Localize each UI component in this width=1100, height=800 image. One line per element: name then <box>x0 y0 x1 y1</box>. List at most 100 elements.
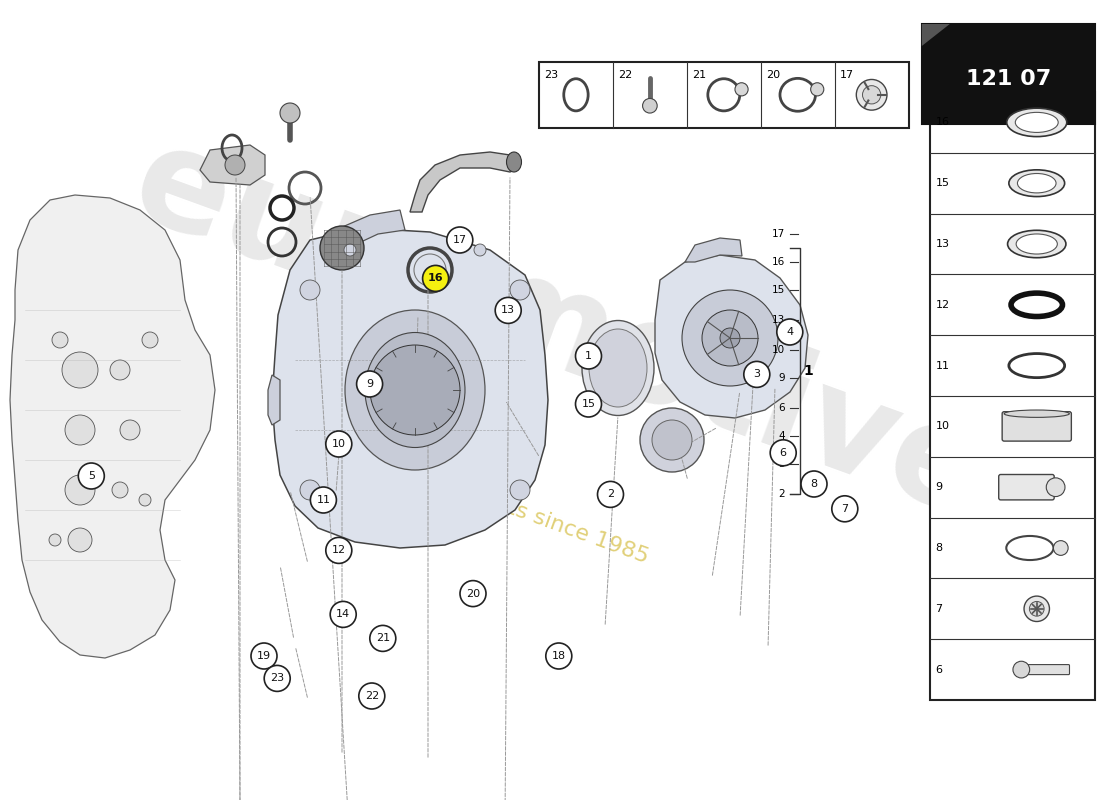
Text: 9: 9 <box>366 379 373 389</box>
Text: 4: 4 <box>786 327 793 337</box>
Circle shape <box>460 581 486 606</box>
Circle shape <box>78 463 104 489</box>
Circle shape <box>720 328 740 348</box>
Circle shape <box>640 408 704 472</box>
Ellipse shape <box>1016 234 1057 254</box>
Text: 15: 15 <box>935 178 949 188</box>
Text: 10: 10 <box>935 422 949 431</box>
Text: 17: 17 <box>453 235 466 245</box>
Circle shape <box>300 480 320 500</box>
Ellipse shape <box>365 333 465 447</box>
FancyBboxPatch shape <box>922 24 1094 124</box>
Ellipse shape <box>1015 112 1058 133</box>
Circle shape <box>1046 478 1065 497</box>
Circle shape <box>326 538 352 563</box>
Text: 17: 17 <box>839 70 854 80</box>
Circle shape <box>370 345 460 435</box>
Text: a passion for parts since 1985: a passion for parts since 1985 <box>328 433 651 567</box>
Circle shape <box>62 352 98 388</box>
Circle shape <box>50 534 60 546</box>
Text: 18: 18 <box>552 651 565 661</box>
Polygon shape <box>685 238 742 262</box>
Text: 15: 15 <box>582 399 595 409</box>
Ellipse shape <box>506 152 521 172</box>
Circle shape <box>832 496 858 522</box>
Text: 17: 17 <box>771 229 784 238</box>
Text: 3: 3 <box>778 459 784 469</box>
Polygon shape <box>922 24 949 46</box>
Circle shape <box>370 626 396 651</box>
Text: 22: 22 <box>365 691 378 701</box>
Circle shape <box>447 227 473 253</box>
Circle shape <box>575 391 602 417</box>
FancyBboxPatch shape <box>1021 665 1069 674</box>
Text: 2: 2 <box>607 490 614 499</box>
FancyBboxPatch shape <box>999 474 1054 500</box>
Circle shape <box>52 332 68 348</box>
Circle shape <box>120 420 140 440</box>
Circle shape <box>811 82 824 96</box>
Circle shape <box>300 280 320 300</box>
Circle shape <box>1030 602 1044 616</box>
Ellipse shape <box>1004 410 1069 418</box>
Text: 12: 12 <box>332 546 345 555</box>
Circle shape <box>652 420 692 460</box>
Text: 8: 8 <box>811 479 817 489</box>
Circle shape <box>65 475 95 505</box>
Text: 13: 13 <box>771 315 784 325</box>
Text: 11: 11 <box>317 495 330 505</box>
FancyBboxPatch shape <box>930 92 1094 700</box>
Circle shape <box>510 480 530 500</box>
Text: 23: 23 <box>544 70 558 80</box>
Ellipse shape <box>1009 170 1065 197</box>
Text: 22: 22 <box>618 70 632 80</box>
Circle shape <box>422 266 449 291</box>
Circle shape <box>356 371 383 397</box>
Text: 14: 14 <box>337 610 350 619</box>
Text: 2: 2 <box>778 490 784 499</box>
Text: 6: 6 <box>780 448 786 458</box>
Circle shape <box>735 82 748 96</box>
Circle shape <box>344 244 356 256</box>
Text: euromotive: euromotive <box>116 114 1004 546</box>
Circle shape <box>597 482 624 507</box>
Text: 7: 7 <box>842 504 848 514</box>
Text: 20: 20 <box>766 70 780 80</box>
FancyBboxPatch shape <box>1002 412 1071 441</box>
Text: 10: 10 <box>772 346 784 355</box>
Circle shape <box>142 332 158 348</box>
Circle shape <box>474 244 486 256</box>
Circle shape <box>744 362 770 387</box>
Text: 16: 16 <box>935 118 949 127</box>
Circle shape <box>110 360 130 380</box>
Text: 15: 15 <box>771 285 784 294</box>
Polygon shape <box>654 255 808 418</box>
Circle shape <box>112 482 128 498</box>
Circle shape <box>139 494 151 506</box>
Text: 1: 1 <box>804 364 814 378</box>
Ellipse shape <box>582 321 654 415</box>
Text: 16: 16 <box>428 274 443 283</box>
Circle shape <box>1054 541 1068 555</box>
Text: 5: 5 <box>88 471 95 481</box>
Text: 6: 6 <box>935 665 943 674</box>
Polygon shape <box>272 228 548 548</box>
Text: 1: 1 <box>585 351 592 361</box>
Text: 20: 20 <box>466 589 480 598</box>
Circle shape <box>68 528 92 552</box>
Circle shape <box>510 280 530 300</box>
Circle shape <box>682 290 778 386</box>
Text: 12: 12 <box>935 300 949 310</box>
Ellipse shape <box>1018 174 1056 193</box>
Circle shape <box>862 86 881 104</box>
Text: 13: 13 <box>502 306 515 315</box>
Polygon shape <box>268 375 280 425</box>
Circle shape <box>310 487 337 513</box>
Text: 23: 23 <box>271 674 284 683</box>
Text: 21: 21 <box>376 634 389 643</box>
Circle shape <box>251 643 277 669</box>
Text: 9: 9 <box>778 374 784 383</box>
Circle shape <box>330 602 356 627</box>
Circle shape <box>777 319 803 345</box>
Circle shape <box>264 666 290 691</box>
